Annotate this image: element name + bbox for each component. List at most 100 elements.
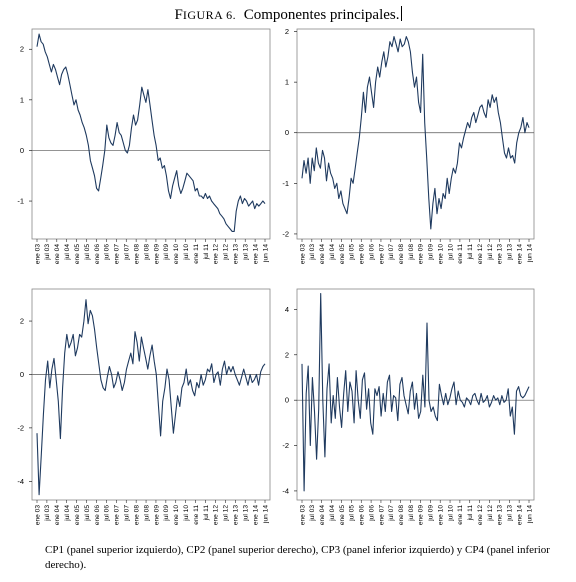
x-tick-label: jul 11 [467,244,474,261]
x-tick-label: jun 14 [526,244,533,263]
x-tick-label: ene 03 [34,505,41,526]
x-tick-label: ene 11 [457,244,464,264]
x-tick-label: jul 12 [487,244,494,261]
x-tick-label: ene 05 [74,244,81,265]
x-tick-label: jul 07 [124,244,131,261]
series-line [301,36,530,230]
x-tick-label: jul 06 [104,505,111,522]
x-tick-label: jul 06 [368,244,375,261]
x-tick-label: ene 07 [114,244,121,265]
y-tick-label: 0 [285,396,289,405]
x-tick-label: jul 05 [84,505,91,522]
series-line [36,299,266,496]
x-tick-label: jul 06 [368,505,375,522]
x-tick-label: jul 13 [242,244,249,261]
x-tick-label: ene 06 [94,244,101,265]
x-tick-label: jun 14 [262,505,269,524]
x-tick-label: ene 04 [54,244,61,265]
y-tick-label: 0 [20,370,24,379]
plot-frame [31,288,271,501]
plot-frame [296,28,535,240]
x-tick-label: jul 10 [447,244,454,261]
series-line [36,33,266,232]
x-tick-label: ene 11 [193,505,200,525]
x-tick-label: ene 14 [252,244,259,265]
x-tick-label: jul 09 [163,505,170,522]
x-tick-label: jul 09 [163,244,170,261]
x-tick-label: jul 12 [487,505,494,522]
figure-title: FIGURA 6. Componentes principales. [0,6,576,24]
y-tick-label: -4 [282,486,289,495]
x-tick-label: ene 08 [398,505,405,526]
x-tick-label: ene 08 [133,244,140,265]
y-tick-label: 1 [285,78,289,87]
plot-frame [31,28,271,240]
x-tick-label: jun 14 [526,505,533,524]
x-tick-label: jul 10 [183,244,190,261]
x-tick-label: ene 13 [233,505,240,526]
x-tick-label: jul 04 [329,244,336,261]
x-tick-label: ene 09 [153,505,160,526]
x-tick-label: ene 08 [133,505,140,526]
x-tick-label: jul 07 [388,244,395,261]
y-tick-label: 0 [285,128,289,137]
x-tick-label: jul 12 [223,505,230,522]
y-tick-label: 2 [20,45,24,54]
y-tick-label: -1 [17,197,24,206]
x-tick-label: ene 06 [359,505,366,526]
x-tick-label: jul 04 [64,244,71,261]
x-tick-label: ene 07 [378,505,385,526]
y-tick-label: 2 [285,27,289,36]
x-tick-label: jul 13 [242,505,249,522]
x-tick-label: ene 07 [378,244,385,265]
y-tick-label: 2 [285,350,289,359]
x-tick-label: jul 10 [447,505,454,522]
x-tick-label: jul 10 [183,505,190,522]
x-tick-label: jul 13 [507,244,514,261]
series-line [301,292,530,492]
y-tick-label: 0 [20,146,24,155]
x-tick-label: ene 13 [233,244,240,265]
figure-label-rest: IGURA 6. [182,8,237,22]
x-tick-label: ene 06 [94,505,101,526]
x-tick-label: ene 03 [299,244,306,265]
x-tick-label: jul 05 [349,244,356,261]
x-tick-label: jul 11 [203,244,210,261]
x-tick-label: ene 10 [437,244,444,265]
x-tick-label: ene 11 [193,244,200,264]
x-tick-label: ene 07 [114,505,121,526]
x-tick-label: ene 11 [457,505,464,525]
y-tick-label: -2 [17,423,24,432]
text-cursor [400,6,402,21]
x-tick-label: jul 07 [124,505,131,522]
x-tick-label: jul 03 [309,244,316,261]
x-tick-label: jul 08 [143,244,150,261]
x-tick-label: ene 03 [34,244,41,265]
x-tick-label: ene 05 [74,505,81,526]
y-tick-label: 2 [20,317,24,326]
x-tick-label: jul 11 [467,505,474,522]
x-tick-label: jul 04 [64,505,71,522]
figure-caption: CP1 (panel superior izquierdo), CP2 (pan… [45,544,550,571]
x-tick-label: jul 08 [408,505,415,522]
x-tick-label: ene 14 [516,505,523,526]
x-tick-label: ene 05 [339,244,346,265]
x-tick-label: jul 08 [143,505,150,522]
x-tick-label: jul 06 [104,244,111,261]
y-tick-label: -4 [17,477,24,486]
x-tick-label: jun 14 [262,244,269,263]
x-tick-label: jul 11 [203,505,210,522]
x-tick-label: ene 12 [213,505,220,526]
x-tick-label: ene 13 [497,505,504,526]
x-tick-label: ene 14 [516,244,523,265]
x-tick-label: ene 13 [497,244,504,265]
x-tick-label: jul 03 [44,505,51,522]
x-tick-label: ene 09 [153,244,160,265]
x-tick-label: jul 03 [44,244,51,261]
x-tick-label: ene 10 [173,244,180,265]
x-tick-label: jul 12 [223,244,230,261]
